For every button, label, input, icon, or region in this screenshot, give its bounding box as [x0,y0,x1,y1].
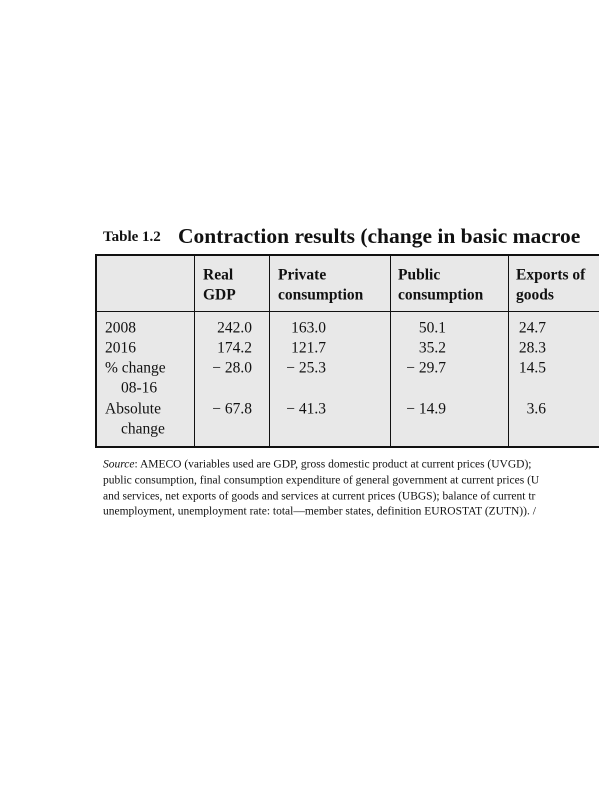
table-border [95,254,97,448]
table-title: Contraction results (change in basic mac… [178,224,581,248]
table-border [95,446,599,448]
cell-value: 14.5 [518,359,546,377]
cell-value: 50.1 [418,319,446,337]
cell-value: 174.2 [217,339,252,357]
row-label: 2016 [105,339,136,357]
column-rule [269,255,270,447]
table-label: Table 1.2 [103,229,161,245]
cell-value: − 28.0 [212,359,252,377]
source-label: Source [103,458,135,471]
source-line: unemployment, unemployment rate: total—m… [103,505,536,519]
cell-value: 28.3 [518,339,546,357]
source-line: Source: AMECO (variables used are GDP, g… [103,459,532,471]
cell-value: − 29.7 [406,359,446,377]
table-background [96,255,599,447]
column-header: consumption [278,286,364,304]
cell-value: 3.6 [526,400,546,418]
column-header: Public [398,266,441,284]
column-rule [390,255,391,447]
source-line: public consumption, final consumption ex… [103,474,540,487]
table-border [95,254,599,256]
cell-value: 242.0 [217,319,252,337]
row-label: Absolute [105,400,161,418]
column-header: consumption [398,286,484,304]
column-header: Real [203,266,234,284]
cell-value: 24.7 [518,319,546,337]
row-label: 08-16 [121,379,158,397]
column-header: Exports of [516,266,586,284]
column-header: GDP [203,286,236,304]
source-text: : AMECO (variables used are GDP, gross d… [134,458,532,471]
source-text: public consumption, final consumption ex… [103,474,540,487]
cell-value: 35.2 [418,339,446,357]
row-label: % change [105,359,166,377]
source-text: unemployment, unemployment rate: total—m… [103,505,536,518]
cell-value: − 41.3 [286,400,326,418]
cell-value: 163.0 [291,319,326,337]
cell-value: − 25.3 [286,359,326,377]
source-text: and services, net exports of goods and s… [103,489,536,502]
header-rule [96,311,599,312]
cell-value: − 14.9 [406,400,446,418]
column-rule [508,255,509,447]
column-rule [194,255,195,447]
cell-value: 121.7 [291,339,326,357]
column-header: Private [278,266,327,284]
source-line: and services, net exports of goods and s… [103,489,536,503]
row-label: 2008 [105,319,136,337]
cell-value: − 67.8 [212,400,252,418]
column-header: goods [516,286,554,304]
row-label: change [121,420,165,438]
